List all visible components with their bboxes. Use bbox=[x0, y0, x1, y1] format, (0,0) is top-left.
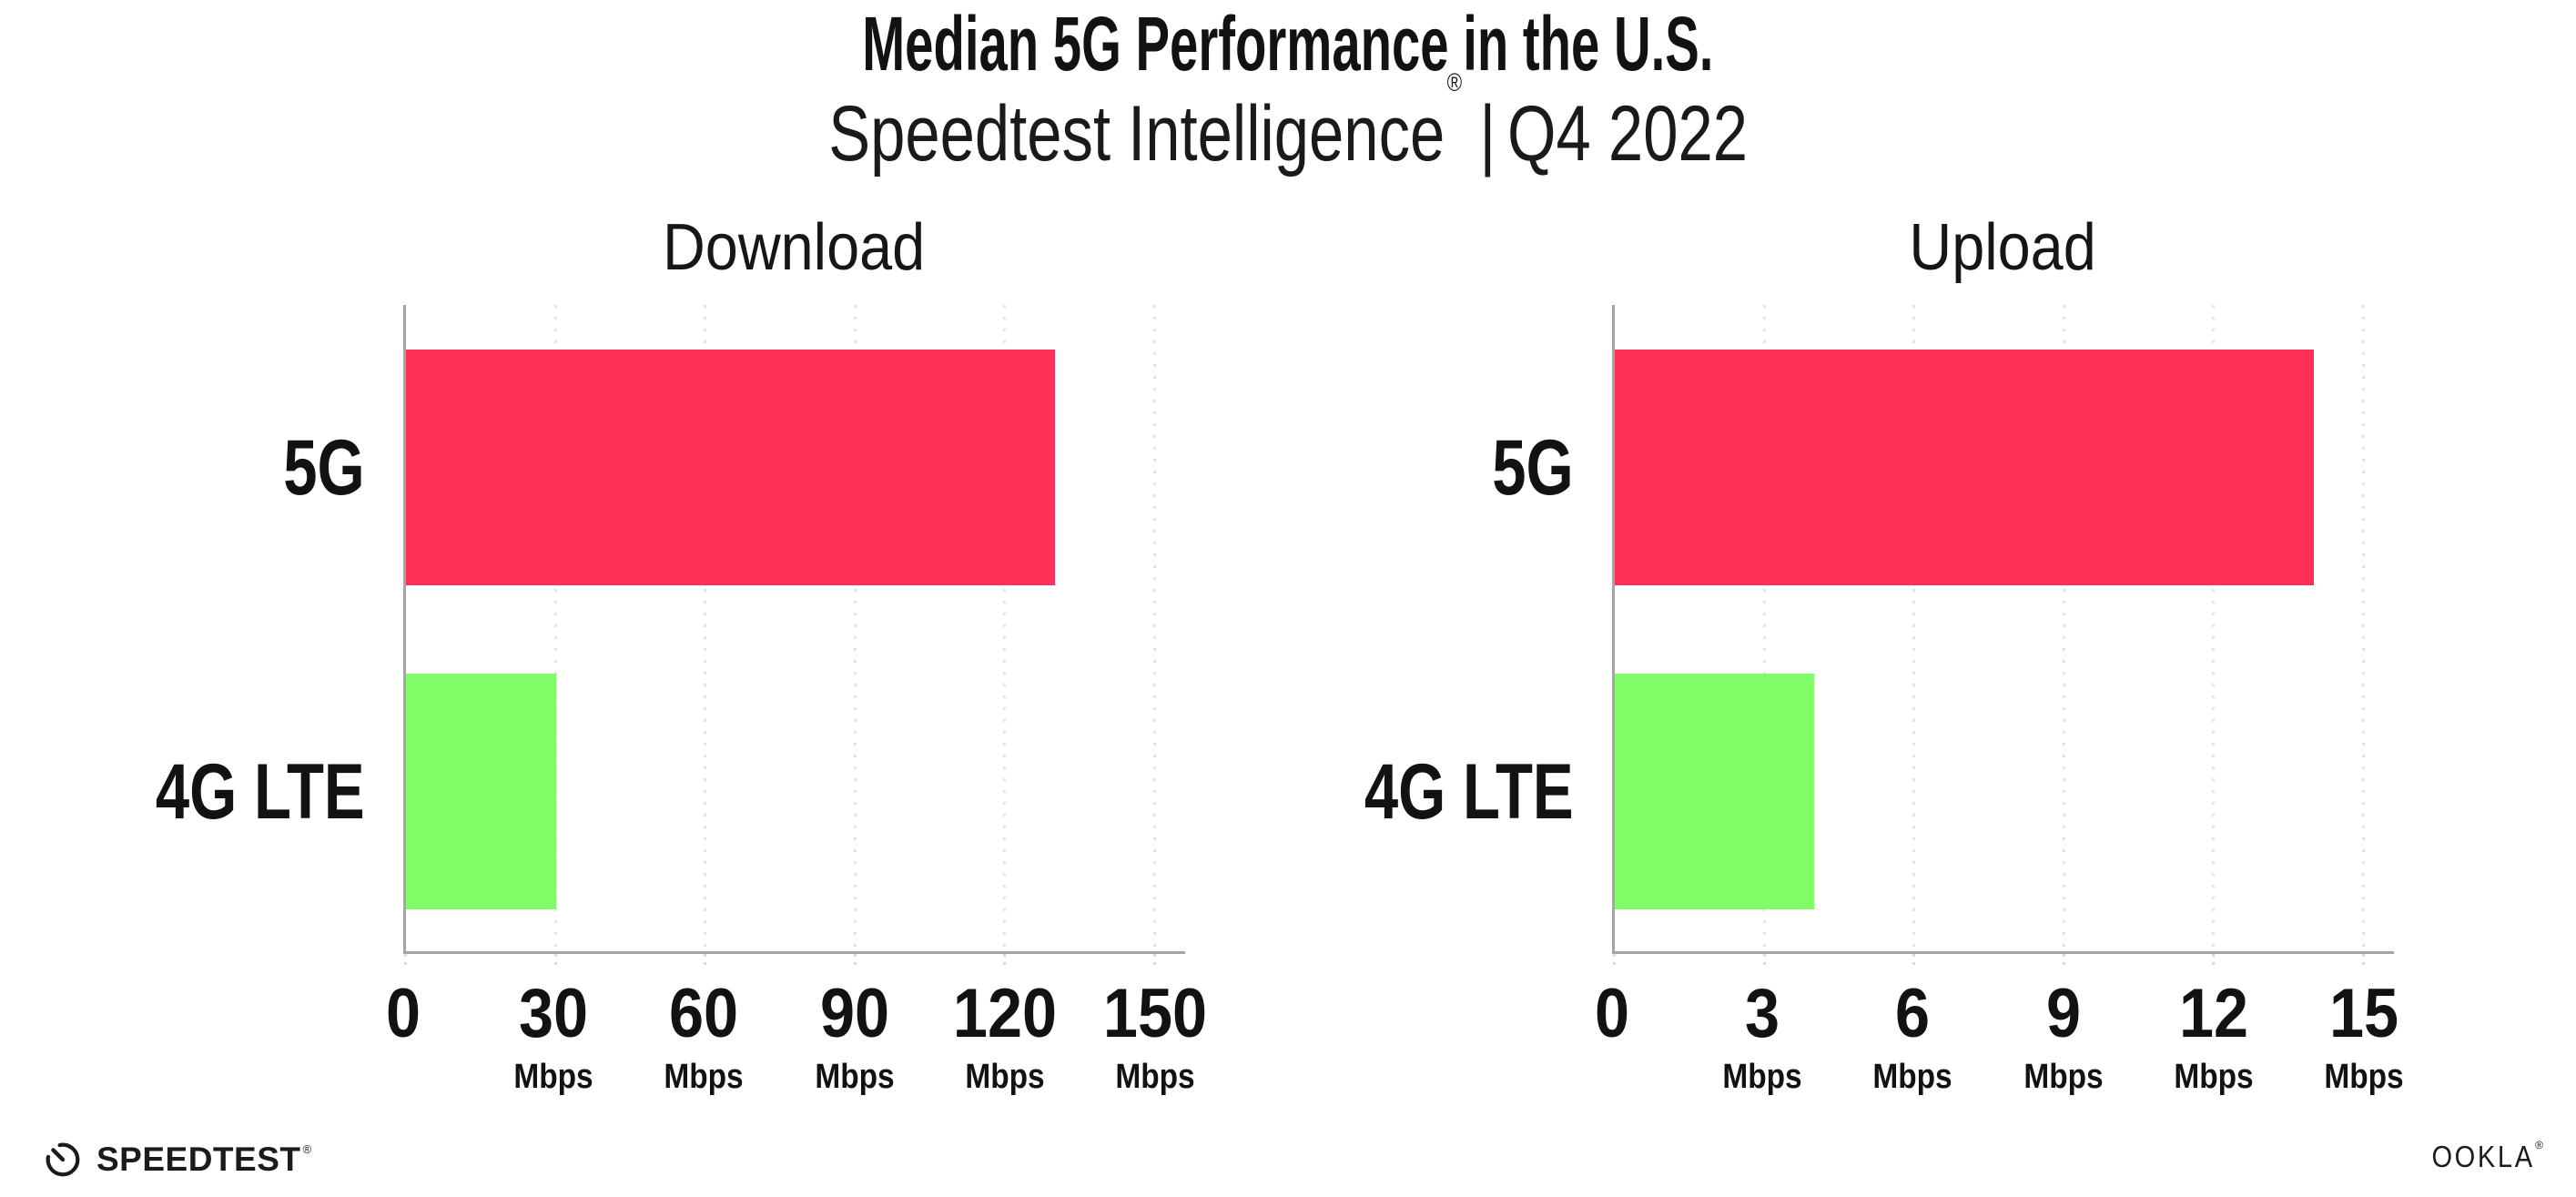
x-tick-number: 6 bbox=[1895, 975, 1931, 1052]
x-tick-unit: Mbps bbox=[965, 1058, 1045, 1096]
gridline bbox=[704, 305, 707, 951]
x-tick-unit: Mbps bbox=[1115, 1058, 1195, 1096]
x-tick-number: 60 bbox=[669, 975, 739, 1052]
bar-4g-lte bbox=[1615, 674, 1815, 909]
x-tick-number: 90 bbox=[819, 975, 889, 1052]
gridline bbox=[2362, 305, 2366, 951]
x-tick-unit: Mbps bbox=[513, 1058, 593, 1096]
chart-title: Download bbox=[663, 211, 926, 284]
gridline bbox=[2212, 305, 2216, 951]
axis-tick bbox=[1912, 954, 1916, 968]
speedtest-gauge-icon bbox=[46, 1142, 80, 1177]
ookla-logo: OOKLA® bbox=[2418, 1138, 2543, 1173]
bar-5g bbox=[406, 350, 1056, 585]
page-subtitle: Speedtest Intelligence® | Q4 2022 bbox=[0, 68, 2576, 179]
x-tick-number: 0 bbox=[385, 975, 421, 1052]
x-tick-unit: Mbps bbox=[2023, 1058, 2104, 1096]
category-label-5g: 5G bbox=[283, 423, 365, 512]
page-title-text: Median 5G Performance in the U.S. bbox=[862, 1, 1714, 86]
plot-area bbox=[1612, 305, 2394, 968]
category-label-5g: 5G bbox=[1492, 423, 1574, 512]
gridline bbox=[553, 305, 557, 951]
gridline bbox=[1153, 305, 1157, 951]
x-tick-number: 120 bbox=[952, 975, 1057, 1052]
y-axis-labels: 5G 4G LTE bbox=[1184, 305, 1574, 954]
x-tick-unit: Mbps bbox=[1722, 1058, 1802, 1096]
x-tick-number: 150 bbox=[1102, 975, 1208, 1052]
axis-tick bbox=[1613, 954, 1616, 968]
gridline bbox=[853, 305, 857, 951]
subtitle-period: Q4 2022 bbox=[1506, 90, 1748, 178]
page-title: Median 5G Performance in the U.S. bbox=[0, 0, 2576, 88]
x-tick-unit: Mbps bbox=[2174, 1058, 2254, 1096]
x-tick-unit: Mbps bbox=[1872, 1058, 1953, 1096]
speedtest-logo: SPEEDTEST ® bbox=[42, 1138, 312, 1180]
axis-tick bbox=[704, 954, 707, 968]
axis-tick bbox=[553, 954, 557, 968]
x-axis-labels: 0 3 Mbps 6 Mbps 9 Mbps 12 Mbps 15 Mbps bbox=[1595, 954, 2404, 1127]
axis-tick bbox=[1762, 954, 1766, 968]
axis-tick bbox=[2062, 954, 2065, 968]
gridline bbox=[1762, 305, 1766, 951]
x-tick-number: 12 bbox=[2178, 975, 2248, 1052]
bar-5g bbox=[1615, 350, 2315, 585]
subtitle-separator: | bbox=[1479, 90, 1496, 178]
axis-tick bbox=[2212, 954, 2216, 968]
ookla-wordmark: OOKLA bbox=[2431, 1140, 2536, 1173]
y-axis-labels: 5G 4G LTE bbox=[0, 305, 365, 954]
subtitle-brand: Speedtest Intelligence bbox=[828, 90, 1445, 178]
x-tick-unit: Mbps bbox=[814, 1058, 895, 1096]
chart-title: Upload bbox=[1909, 211, 2097, 284]
speedtest-wordmark: SPEEDTEST bbox=[96, 1140, 301, 1178]
x-tick-number: 3 bbox=[1745, 975, 1780, 1052]
plot-area bbox=[403, 305, 1185, 968]
axis-tick bbox=[1003, 954, 1007, 968]
x-tick-number: 15 bbox=[2328, 975, 2399, 1052]
x-axis-labels: 0 30 Mbps 60 Mbps 90 Mbps 120 Mbps 150 Mbps bbox=[386, 954, 1207, 1127]
speedtest-registered-icon: ® bbox=[302, 1142, 312, 1157]
category-label-4g-lte: 4G LTE bbox=[1364, 747, 1574, 836]
ookla-registered-icon: ® bbox=[2535, 1138, 2543, 1151]
x-tick-unit: Mbps bbox=[664, 1058, 745, 1096]
gridline bbox=[1912, 305, 1916, 951]
category-label-4g-lte: 4G LTE bbox=[156, 747, 365, 836]
x-tick-number: 0 bbox=[1594, 975, 1630, 1052]
x-tick-number: 30 bbox=[519, 975, 589, 1052]
registered-mark-icon: ® bbox=[1446, 68, 1463, 97]
axis-tick bbox=[1153, 954, 1157, 968]
x-tick-number: 9 bbox=[2045, 975, 2081, 1052]
gridline bbox=[1003, 305, 1007, 951]
bar-4g-lte bbox=[406, 674, 556, 909]
gridline bbox=[2062, 305, 2065, 951]
axis-tick bbox=[2362, 954, 2366, 968]
x-tick-unit: Mbps bbox=[2324, 1058, 2404, 1096]
axis-tick bbox=[404, 954, 407, 968]
axis-tick bbox=[853, 954, 857, 968]
